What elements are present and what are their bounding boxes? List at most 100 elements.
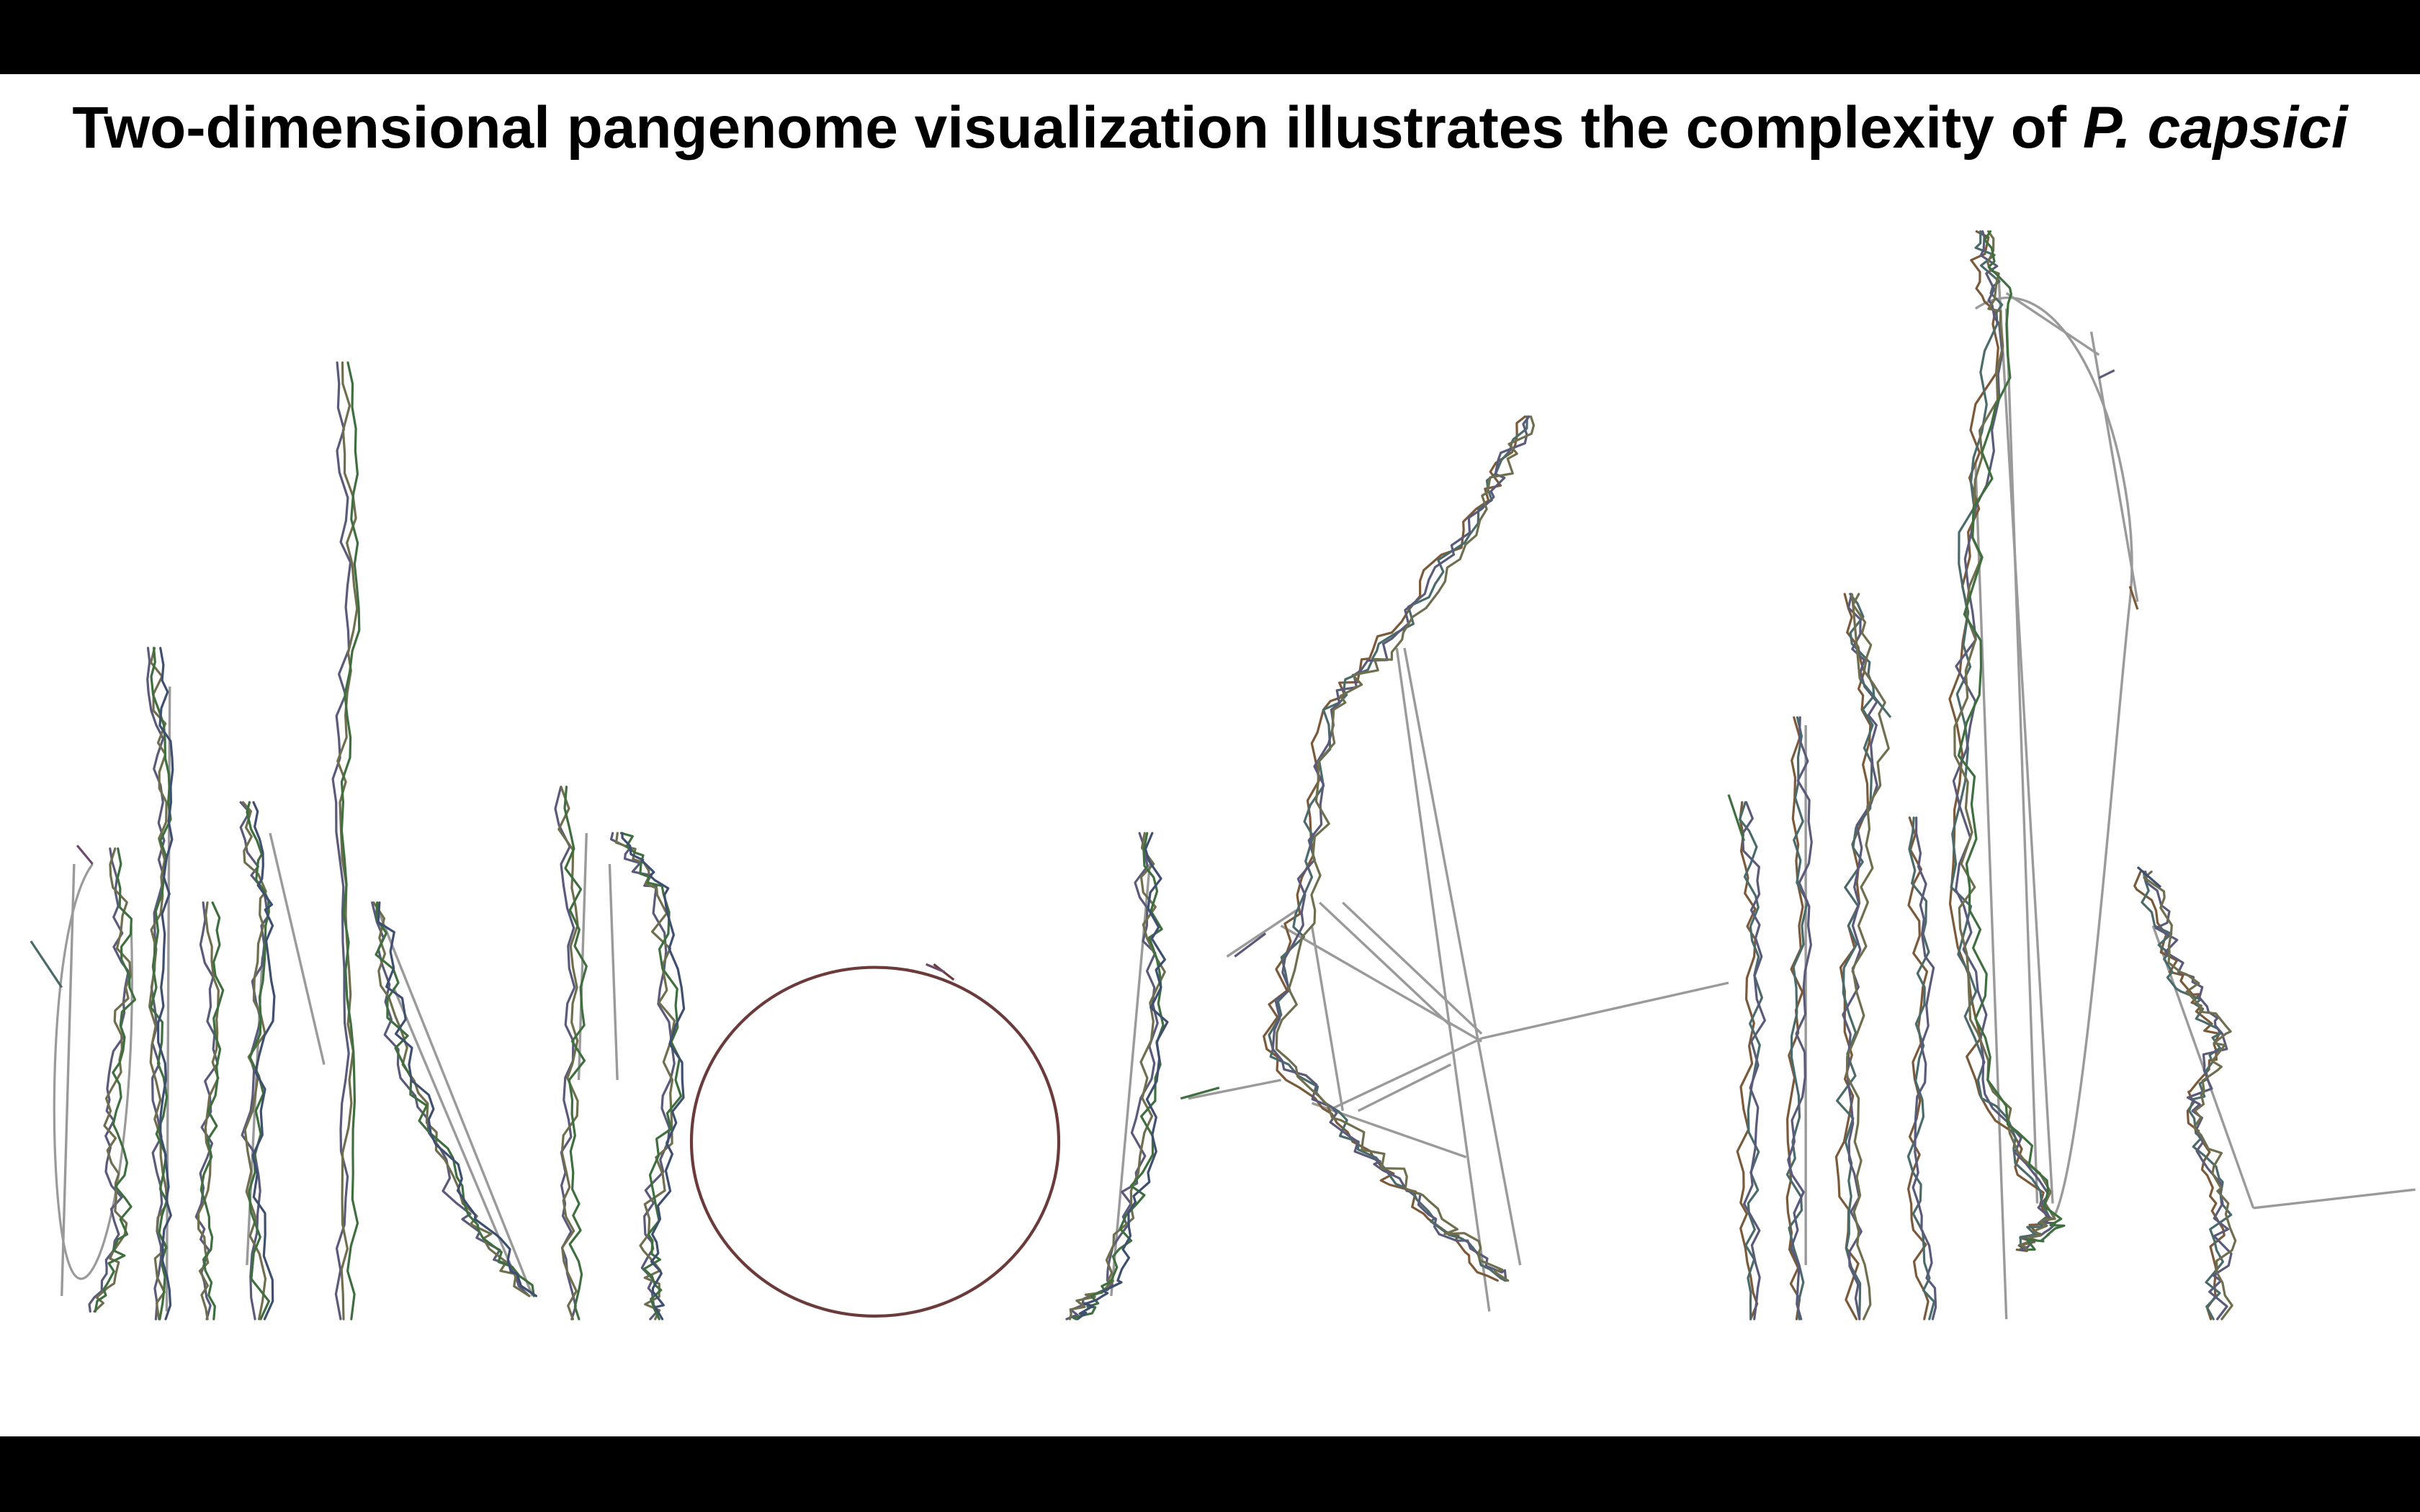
graph-strand (88, 847, 130, 1313)
graph-strand (372, 901, 531, 1297)
circular-component (689, 966, 1061, 1318)
graph-strand (1741, 801, 1766, 1320)
graph-strand (157, 647, 174, 1320)
graph-component-8 (609, 832, 686, 1320)
graph-strand (377, 901, 537, 1297)
graph-strand (609, 832, 676, 1320)
graph-strand (2133, 870, 2226, 1320)
graph-strand (93, 847, 132, 1313)
graph-strand (1906, 816, 1935, 1320)
graph-link (1310, 925, 1344, 1112)
graph-component-16 (2133, 870, 2237, 1320)
graph-branch-tip (2128, 585, 2139, 610)
graph-strand (251, 801, 276, 1320)
graph-strand (375, 901, 535, 1297)
graph-branch-tip (1727, 794, 1745, 842)
bottom-letterbox-bar (0, 1436, 2420, 1512)
top-letterbox-bar (0, 0, 2420, 74)
graph-link (1395, 647, 1491, 1312)
graph-link (1226, 909, 1297, 958)
graph-link (1481, 981, 1729, 1040)
graph-component-1 (88, 847, 137, 1313)
graph-link (53, 863, 133, 1280)
slide-title-species: P. capsici (2082, 95, 2348, 161)
graph-branch-tip (2136, 866, 2162, 888)
graph-link (1342, 901, 1483, 1035)
graph-strand (619, 832, 683, 1320)
graph-strand (1785, 716, 1804, 1320)
graph-strand (149, 647, 172, 1320)
graph-link (1327, 1037, 1482, 1112)
graph-strand (1268, 415, 1528, 1282)
graph-link (1403, 647, 1522, 1266)
graph-links (53, 277, 2416, 1320)
graph-link (1280, 924, 1482, 1043)
graph-component-7 (554, 786, 588, 1320)
graph-strand (1076, 832, 1169, 1320)
slide-title: Two-dimensional pangenome visualization … (0, 85, 2420, 171)
graph-link (1997, 277, 2054, 1204)
graph-strand (246, 801, 270, 1320)
graph-link (1188, 1079, 1281, 1100)
pangenome-graph (30, 230, 2416, 1320)
graph-component-15 (1948, 230, 2066, 1252)
graph-component-13 (1834, 593, 1890, 1320)
graph-strand (2141, 870, 2233, 1320)
graph-strand (1845, 593, 1890, 1320)
graph-strand (1912, 816, 1937, 1320)
graph-component-11 (1736, 801, 1766, 1320)
graph-strand (1072, 832, 1165, 1320)
graph-component-5 (331, 361, 361, 1320)
graph-link (2005, 292, 2100, 356)
graph-link (2253, 1188, 2416, 1210)
graph-strand (200, 901, 225, 1320)
graph-strand (621, 832, 686, 1320)
graph-strand (1953, 230, 2056, 1251)
graph-link (392, 986, 519, 1282)
graph-strand (1785, 716, 1809, 1320)
graph-strand (340, 361, 361, 1320)
graph-strand (1275, 415, 1536, 1282)
graph-link (377, 909, 534, 1297)
graph-strand (148, 647, 169, 1320)
graph-strand (1957, 230, 2066, 1251)
graph-strand (1907, 816, 1930, 1320)
graph-strand (557, 786, 579, 1320)
graph-link (1318, 901, 1452, 1027)
graph-branch-tip (1850, 593, 1861, 680)
graph-component-6 (371, 901, 537, 1297)
graph-strand (197, 901, 220, 1320)
graph-strand (336, 361, 359, 1320)
graph-strand (563, 786, 588, 1320)
graph-component-12 (1785, 716, 1813, 1320)
graph-strand (1263, 415, 1526, 1282)
graph-strand (2143, 870, 2237, 1320)
graph-component-2 (146, 647, 174, 1320)
graph-strand (94, 847, 137, 1313)
graph-component-14 (1906, 816, 1937, 1320)
slide-title-main: Two-dimensional pangenome visualization … (72, 95, 2083, 161)
graph-link (1974, 462, 2008, 1320)
graph-strand (1738, 801, 1763, 1320)
graph-link (2005, 308, 2039, 1204)
graph-link (2089, 331, 2139, 603)
graph-branch-tip (1858, 678, 1892, 719)
graph-strand (371, 901, 531, 1297)
graph-link (269, 832, 326, 1065)
graph-component-3 (194, 901, 225, 1320)
graph-branch-tip (1234, 932, 1267, 958)
graph-link (60, 863, 76, 1297)
graph-branch-tip (2098, 369, 2115, 379)
graph-link (577, 833, 588, 1081)
graph-link (608, 863, 619, 1081)
graph-branch-tip (1180, 1086, 1220, 1100)
graph-strand (1787, 716, 1813, 1320)
graph-branch-tip (926, 963, 946, 973)
graph-branch-tip (30, 940, 63, 989)
graph-component-10 (1263, 415, 1536, 1282)
graph-branch-tip (76, 845, 94, 865)
graph-link (1974, 296, 2133, 1220)
graph-link (1357, 1063, 1452, 1112)
graph-components (30, 230, 2237, 1320)
